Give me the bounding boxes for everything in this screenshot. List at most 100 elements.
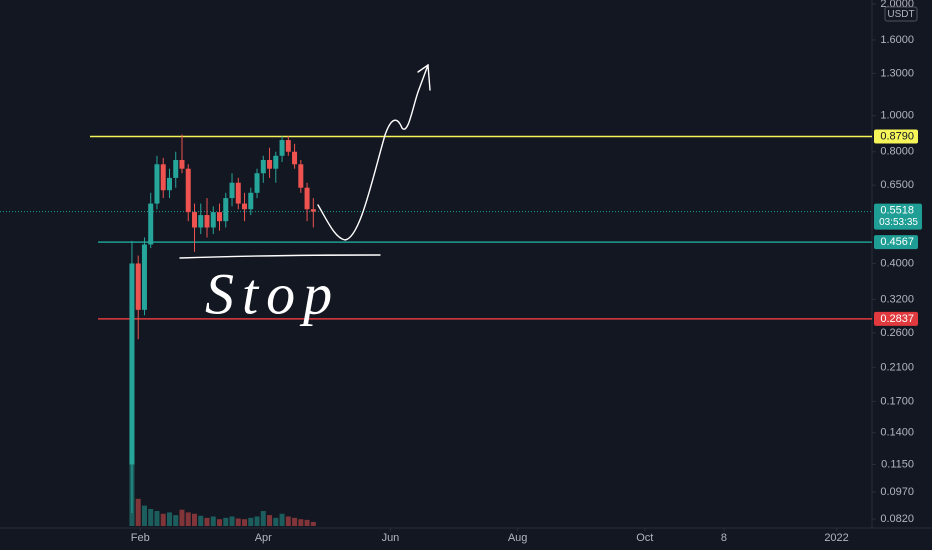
volume-bar (242, 519, 248, 526)
candle-body (292, 151, 298, 165)
volume-bar (310, 521, 316, 526)
volume-bar (285, 516, 291, 526)
candle-body (267, 159, 273, 169)
candle-body (198, 215, 204, 228)
candle-body (166, 177, 172, 191)
volume-bar (191, 513, 197, 526)
x-tick-label: 2022 (824, 532, 848, 544)
volume-bar (185, 512, 191, 526)
y-tick-label: 0.0820 (880, 513, 914, 525)
volume-bar (229, 516, 235, 526)
volume-bar (135, 498, 141, 526)
y-tick-label: 0.1150 (881, 458, 914, 470)
candle-body (179, 159, 185, 169)
candle-body (304, 187, 310, 210)
candle-body (210, 212, 216, 228)
candle-body (285, 140, 291, 152)
last-price-label: 0.5518 (880, 205, 914, 217)
candle-body (310, 209, 316, 212)
candle-body (135, 263, 141, 310)
y-tick-label: 0.1400 (880, 427, 914, 439)
volume-bar (248, 517, 254, 526)
y-tick-label: 1.6000 (880, 34, 914, 46)
last-price-tag (874, 203, 922, 230)
volume-bar (154, 511, 160, 526)
volume-bar (204, 517, 210, 526)
volume-bar (141, 505, 147, 526)
candle-body (260, 159, 266, 174)
volume-bar (298, 519, 304, 526)
x-tick-label: Jun (382, 532, 400, 544)
volume-bar (210, 516, 216, 526)
y-tick-label: 1.0000 (880, 110, 914, 122)
candle-body (273, 155, 279, 169)
y-tick-label: 0.0970 (880, 486, 914, 498)
quote-label: USDT (887, 9, 914, 20)
candle-body (185, 168, 191, 213)
candle-body (204, 215, 210, 228)
x-tick-label: Feb (131, 532, 150, 544)
volume-bar (267, 515, 273, 526)
volume-bar (198, 515, 204, 526)
y-tick-label: 0.4000 (880, 257, 914, 269)
level-label: 0.4567 (880, 236, 914, 248)
candle-body (141, 244, 147, 310)
y-tick-label: 0.8000 (880, 146, 914, 158)
volume-bar (273, 517, 279, 526)
level-tag (874, 235, 918, 250)
countdown: 03:53:35 (879, 217, 918, 228)
candle-body (173, 159, 179, 178)
volume-bar (254, 516, 260, 526)
volume-bar (179, 509, 185, 526)
x-tick-label: Apr (255, 532, 272, 544)
volume-bar (304, 519, 310, 526)
x-tick-label: 8 (721, 532, 727, 544)
underline (179, 254, 381, 259)
volume-bar (160, 513, 166, 526)
y-tick-label: 0.2600 (880, 327, 914, 339)
y-tick-label: 0.6500 (880, 179, 914, 191)
x-tick-label: Aug (508, 532, 528, 544)
volume-bar (217, 519, 223, 526)
arrow-head (417, 63, 431, 91)
volume-bar (279, 513, 285, 526)
volume-bar (173, 515, 179, 526)
y-tick-label: 0.1700 (880, 395, 914, 407)
level-label: 0.8790 (880, 130, 914, 142)
quote-box (884, 6, 918, 22)
candle-body (154, 164, 160, 204)
candle-body (160, 164, 166, 191)
candle-body (229, 182, 235, 199)
candle-body (148, 203, 154, 245)
candle-body (298, 164, 304, 188)
candle-body (223, 198, 229, 222)
volume-bar (166, 512, 172, 526)
candle-body (248, 192, 254, 210)
candle-body (279, 140, 285, 156)
volume-bar (292, 517, 298, 526)
annotation: Stop (205, 261, 340, 326)
volume-bar (223, 517, 229, 526)
drawings (179, 63, 431, 259)
y-tick-label: 1.3000 (880, 67, 914, 79)
y-tick-label: 0.3200 (880, 293, 914, 305)
y-tick-label: 2.0000 (880, 0, 914, 10)
drawn-arrow (317, 64, 429, 241)
candle-body (129, 263, 135, 465)
plot: Feb Apr Jun Aug Oct 8 2022 (0, 134, 872, 544)
level-tag (874, 129, 918, 144)
x-tick-label: Oct (636, 532, 653, 544)
volume-bar (148, 509, 154, 526)
level-tag (874, 311, 918, 326)
candle-body (191, 212, 197, 228)
y-tick-label: 0.2100 (880, 361, 914, 373)
volume-bar (235, 518, 241, 526)
level-label: 0.2837 (880, 313, 914, 325)
price-axis: 2.0000 1.6000 1.3000 1.0000 0.8000 0.6500 0.40… (872, 0, 922, 525)
candle-body (254, 173, 260, 193)
volume-bar (260, 511, 266, 526)
candle-body (217, 212, 223, 222)
candle-body (242, 203, 248, 210)
candle-body (235, 182, 241, 204)
